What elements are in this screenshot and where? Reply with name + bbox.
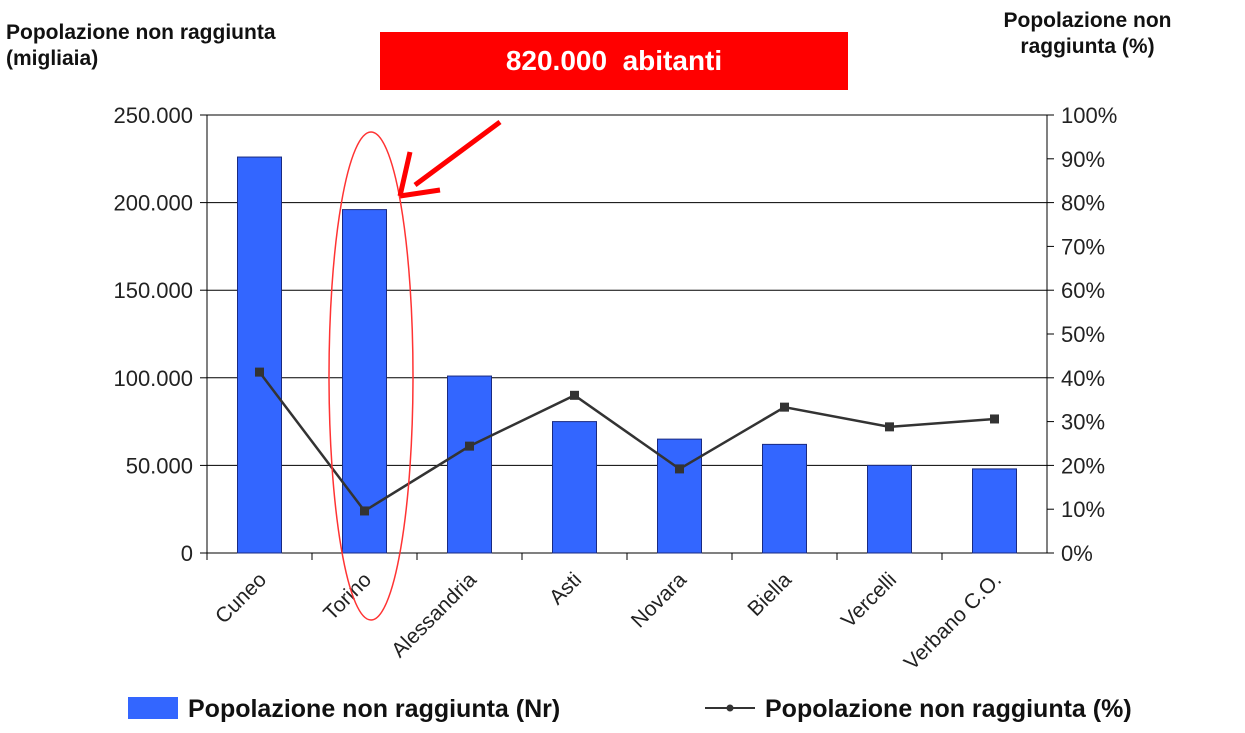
- x-tick-label: Vercelli: [837, 568, 901, 632]
- line-marker: [570, 390, 579, 400]
- y2-tick-label: 50%: [1061, 322, 1105, 347]
- annotation: 820.000 abitanti: [506, 45, 722, 76]
- line-marker: [360, 506, 369, 516]
- line-marker: [780, 402, 789, 412]
- y2-tick-label: 20%: [1061, 453, 1105, 478]
- legend-swatch: [128, 697, 178, 719]
- arrow-shaft: [413, 119, 502, 188]
- line-marker: [675, 464, 684, 474]
- bar: [552, 421, 597, 554]
- y2-tick-label: 90%: [1061, 147, 1105, 172]
- bar: [447, 375, 492, 554]
- y2-tick-label: 70%: [1061, 234, 1105, 259]
- y2-axis-title: Popolazione non raggiunta (%): [1003, 9, 1172, 58]
- annotation-banner: [380, 32, 848, 90]
- arrow-head: [397, 151, 441, 199]
- y-tick-label: 250.000: [113, 103, 193, 128]
- y-tick-label: 100.000: [113, 366, 193, 391]
- y2-tick-label: 10%: [1061, 497, 1105, 522]
- line-marker: [885, 422, 894, 432]
- x-tick-label: Asti: [545, 568, 586, 609]
- y2-tick-label: 30%: [1061, 410, 1105, 435]
- y-tick-label: 0: [181, 541, 193, 566]
- line-marker: [990, 414, 999, 424]
- bar: [972, 468, 1017, 554]
- bar: [237, 156, 282, 554]
- line-marker: [255, 367, 264, 377]
- line: [258, 371, 995, 513]
- y2-tick-label: 0%: [1061, 541, 1093, 566]
- line-marker: [465, 441, 474, 451]
- legend-marker: [726, 704, 734, 712]
- bar: [657, 438, 702, 554]
- legend-label: Popolazione non raggiunta (%): [765, 695, 1132, 723]
- y2-tick-label: 40%: [1061, 366, 1105, 391]
- y2-tick-label: 100%: [1061, 103, 1117, 128]
- y-axis-title: Popolazione non raggiunta (migliaia): [6, 21, 276, 70]
- highlight-ellipse: [328, 131, 414, 621]
- y-tick-label: 150.000: [113, 278, 193, 303]
- y2-tick-label: 80%: [1061, 191, 1105, 216]
- y2-tick-label: 60%: [1061, 278, 1105, 303]
- x-tick-label: Biella: [743, 568, 796, 621]
- x-tick-label: Alessandria: [387, 568, 481, 662]
- bar: [867, 464, 912, 554]
- y-tick-label: 50.000: [126, 453, 193, 478]
- y-tick-label: 200.000: [113, 191, 193, 216]
- x-tick-label: Novara: [627, 568, 691, 632]
- legend-label: Popolazione non raggiunta (Nr): [188, 695, 560, 723]
- x-tick-label: Verbano C.O.: [900, 568, 1006, 674]
- x-tick-label: Cuneo: [211, 568, 271, 628]
- bar: [342, 209, 387, 554]
- bar: [762, 443, 807, 554]
